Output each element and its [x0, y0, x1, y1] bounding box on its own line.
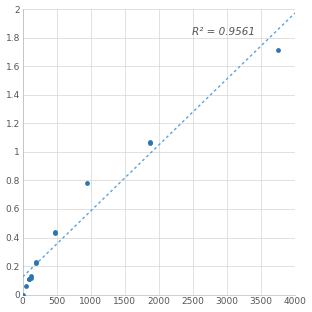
Point — [148, 139, 153, 144]
Text: R² = 0.9561: R² = 0.9561 — [192, 27, 255, 37]
Point — [84, 181, 89, 186]
Point — [23, 284, 28, 289]
Point — [29, 275, 34, 280]
Point — [29, 274, 34, 279]
Point — [52, 229, 57, 234]
Point — [33, 261, 38, 266]
Point — [20, 292, 25, 297]
Point — [33, 259, 38, 264]
Point — [275, 48, 280, 53]
Point — [52, 231, 57, 236]
Point — [27, 276, 32, 281]
Point — [27, 276, 32, 281]
Point — [148, 141, 153, 146]
